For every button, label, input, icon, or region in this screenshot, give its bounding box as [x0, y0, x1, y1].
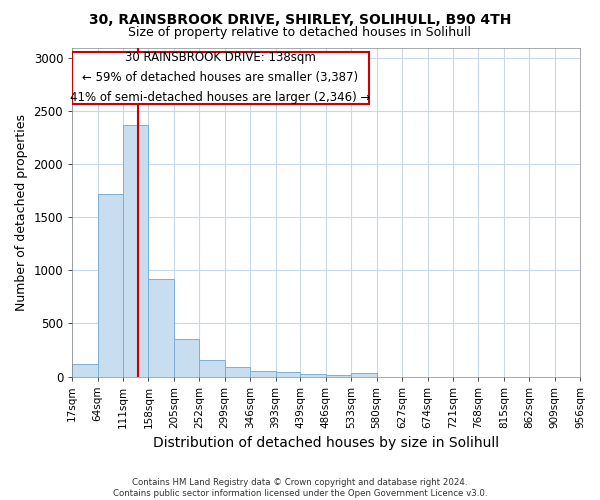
Y-axis label: Number of detached properties: Number of detached properties [15, 114, 28, 310]
Bar [326, 374, 351, 376]
FancyBboxPatch shape [72, 52, 368, 104]
Text: 30 RAINSBROOK DRIVE: 138sqm
← 59% of detached houses are smaller (3,387)
41% of : 30 RAINSBROOK DRIVE: 138sqm ← 59% of det… [70, 51, 371, 104]
Bar [250, 371, 275, 376]
Bar [174, 340, 199, 376]
Text: 30, RAINSBROOK DRIVE, SHIRLEY, SOLIHULL, B90 4TH: 30, RAINSBROOK DRIVE, SHIRLEY, SOLIHULL,… [89, 12, 511, 26]
Bar [123, 125, 148, 376]
Bar [148, 279, 174, 376]
Text: Size of property relative to detached houses in Solihull: Size of property relative to detached ho… [128, 26, 472, 39]
Bar [351, 374, 377, 376]
Text: Contains HM Land Registry data © Crown copyright and database right 2024.
Contai: Contains HM Land Registry data © Crown c… [113, 478, 487, 498]
Bar [225, 368, 250, 376]
Bar [98, 194, 123, 376]
Bar [301, 374, 326, 376]
Bar [199, 360, 225, 376]
X-axis label: Distribution of detached houses by size in Solihull: Distribution of detached houses by size … [153, 436, 499, 450]
Bar [275, 372, 301, 376]
Bar [72, 364, 98, 376]
